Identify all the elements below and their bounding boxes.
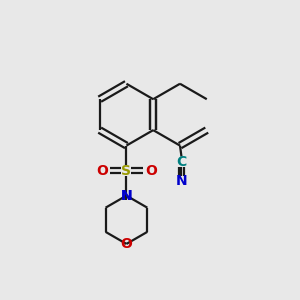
Text: N: N xyxy=(121,189,132,202)
Text: N: N xyxy=(176,174,187,188)
Text: O: O xyxy=(121,237,132,251)
Text: C: C xyxy=(176,155,187,169)
Text: N: N xyxy=(121,189,132,202)
Text: S: S xyxy=(122,164,131,178)
Text: O: O xyxy=(96,164,108,178)
Text: O: O xyxy=(145,164,157,178)
